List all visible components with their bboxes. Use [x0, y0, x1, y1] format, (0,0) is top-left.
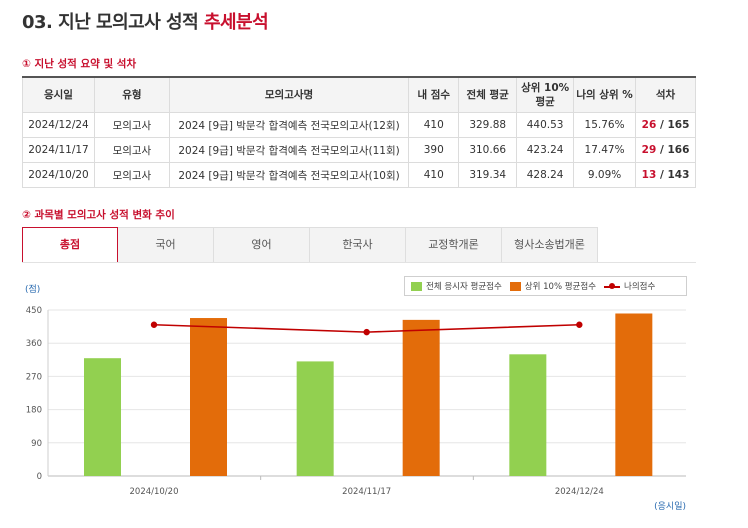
- tab-english[interactable]: 영어: [214, 227, 310, 263]
- legend-item-top10: 상위 10% 평균점수: [509, 280, 597, 292]
- cell-exam-name: 2024 [9급] 박문각 합격예측 전국모의고사(12회): [168, 112, 410, 138]
- cell-score: 410: [408, 162, 460, 188]
- table-row: 2024/12/24 모의고사 2024 [9급] 박문각 합격예측 전국모의고…: [22, 112, 696, 138]
- cell-score: 410: [408, 112, 460, 138]
- col-header-average: 전체 평균: [458, 76, 518, 113]
- col-header-rank: 석차: [635, 76, 696, 113]
- col-header-type: 유형: [93, 76, 170, 113]
- cell-type: 모의고사: [93, 112, 170, 138]
- legend-swatch-mine: [604, 282, 621, 291]
- y-tick-label: 0: [37, 472, 42, 482]
- rank-total: 143: [667, 169, 690, 181]
- rank-value: 13: [641, 169, 657, 181]
- cell-top10: 423.24: [516, 137, 575, 163]
- x-tick-label: 2024/10/20: [130, 487, 179, 497]
- bar-top10: [190, 318, 227, 476]
- col-header-name: 모의고사명: [168, 76, 410, 113]
- tab-korean-history[interactable]: 한국사: [310, 227, 406, 263]
- legend-label-top10: 상위 10% 평균점수: [524, 282, 597, 292]
- col-header-score: 내 점수: [408, 76, 460, 113]
- score-trend-chart: 0 90 180 270 360 450 (점) (응시일) 2024/10/20 2024/11…: [25, 283, 686, 512]
- subject-tabs: 총점 국어 영어 한국사 교정학개론 형사소송법개론: [22, 227, 598, 263]
- legend-swatch-average: [411, 281, 422, 291]
- bar-average: [84, 358, 121, 476]
- legend-item-average: 전체 응시자 평균점수: [411, 280, 502, 292]
- y-tick-label: 180: [26, 406, 42, 416]
- rank-total: 166: [667, 144, 690, 156]
- rank-total: 165: [667, 119, 690, 131]
- cell-rank: 26 / 165: [635, 112, 696, 138]
- cell-exam-name: 2024 [9급] 박문각 합격예측 전국모의고사(11회): [168, 137, 410, 163]
- col-header-top10: 상위 10% 평균: [516, 76, 575, 113]
- bar-average: [509, 354, 547, 476]
- cell-date: 2024/12/24: [22, 112, 95, 138]
- bar-top10: [402, 319, 440, 476]
- legend-item-mine: 나의점수: [604, 280, 655, 292]
- rank-value: 29: [641, 144, 657, 156]
- summary-heading: ① 지난 성적 요약 및 석차: [22, 58, 137, 70]
- tab-divider: [22, 262, 696, 263]
- cell-type: 모의고사: [93, 162, 170, 188]
- legend-label-mine: 나의점수: [624, 282, 656, 292]
- cell-percentile: 15.76%: [573, 112, 637, 138]
- cell-type: 모의고사: [93, 137, 170, 163]
- point-my-score: [363, 328, 370, 336]
- x-tick-label: 2024/12/24: [555, 487, 604, 497]
- y-tick-label: 90: [31, 439, 42, 449]
- summary-header-row: 응시일 유형 모의고사명 내 점수 전체 평균 상위 10% 평균 나의 상위 …: [22, 76, 696, 113]
- cell-date: 2024/11/17: [22, 137, 95, 163]
- y-tick-label: 360: [26, 339, 42, 349]
- legend-label-average: 전체 응시자 평균점수: [426, 282, 502, 292]
- point-my-score: [150, 321, 158, 328]
- table-row: 2024/11/17 모의고사 2024 [9급] 박문각 합격예측 전국모의고…: [22, 137, 696, 163]
- tab-total[interactable]: 총점: [22, 227, 118, 263]
- col-header-percentile: 나의 상위 %: [573, 76, 637, 113]
- legend-swatch-top10: [509, 281, 521, 291]
- cell-percentile: 9.09%: [573, 162, 637, 188]
- cell-average: 319.34: [458, 162, 518, 188]
- cell-rank: 29 / 166: [635, 137, 696, 163]
- chart-legend: 전체 응시자 평균점수 상위 10% 평균점수 나의점수: [404, 276, 687, 296]
- cell-score: 390: [408, 137, 460, 163]
- bar-top10: [615, 313, 653, 476]
- y-tick-label: 270: [26, 372, 42, 382]
- cell-average: 310.66: [458, 137, 518, 163]
- cell-top10: 440.53: [516, 112, 575, 138]
- tab-corrections[interactable]: 교정학개론: [406, 227, 502, 263]
- cell-percentile: 17.47%: [573, 137, 637, 163]
- table-row: 2024/10/20 모의고사 2024 [9급] 박문각 합격예측 전국모의고…: [22, 162, 696, 188]
- tab-korean[interactable]: 국어: [118, 227, 214, 263]
- y-axis-label: (점): [25, 283, 40, 295]
- y-tick-label: 450: [26, 306, 42, 316]
- x-tick-label: 2024/11/17: [342, 487, 391, 497]
- cell-date: 2024/10/20: [22, 162, 95, 188]
- point-my-score: [576, 321, 583, 328]
- cell-top10: 428.24: [516, 162, 575, 188]
- col-header-date: 응시일: [22, 76, 95, 113]
- trend-heading: ② 과목별 모의고사 성적 변화 추이: [22, 209, 175, 221]
- cell-average: 329.88: [458, 112, 518, 138]
- summary-table: 응시일 유형 모의고사명 내 점수 전체 평균 상위 10% 평균 나의 상위 …: [22, 76, 696, 188]
- bar-average: [296, 361, 334, 476]
- page-title: 03. 지난 모의고사 성적 추세분석: [22, 12, 269, 33]
- cell-exam-name: 2024 [9급] 박문각 합격예측 전국모의고사(10회): [168, 162, 410, 188]
- cell-rank: 13 / 143: [635, 162, 696, 188]
- rank-value: 26: [641, 119, 657, 131]
- x-axis-label: (응시일): [654, 501, 686, 512]
- tab-criminal-procedure[interactable]: 형사소송법개론: [502, 227, 598, 263]
